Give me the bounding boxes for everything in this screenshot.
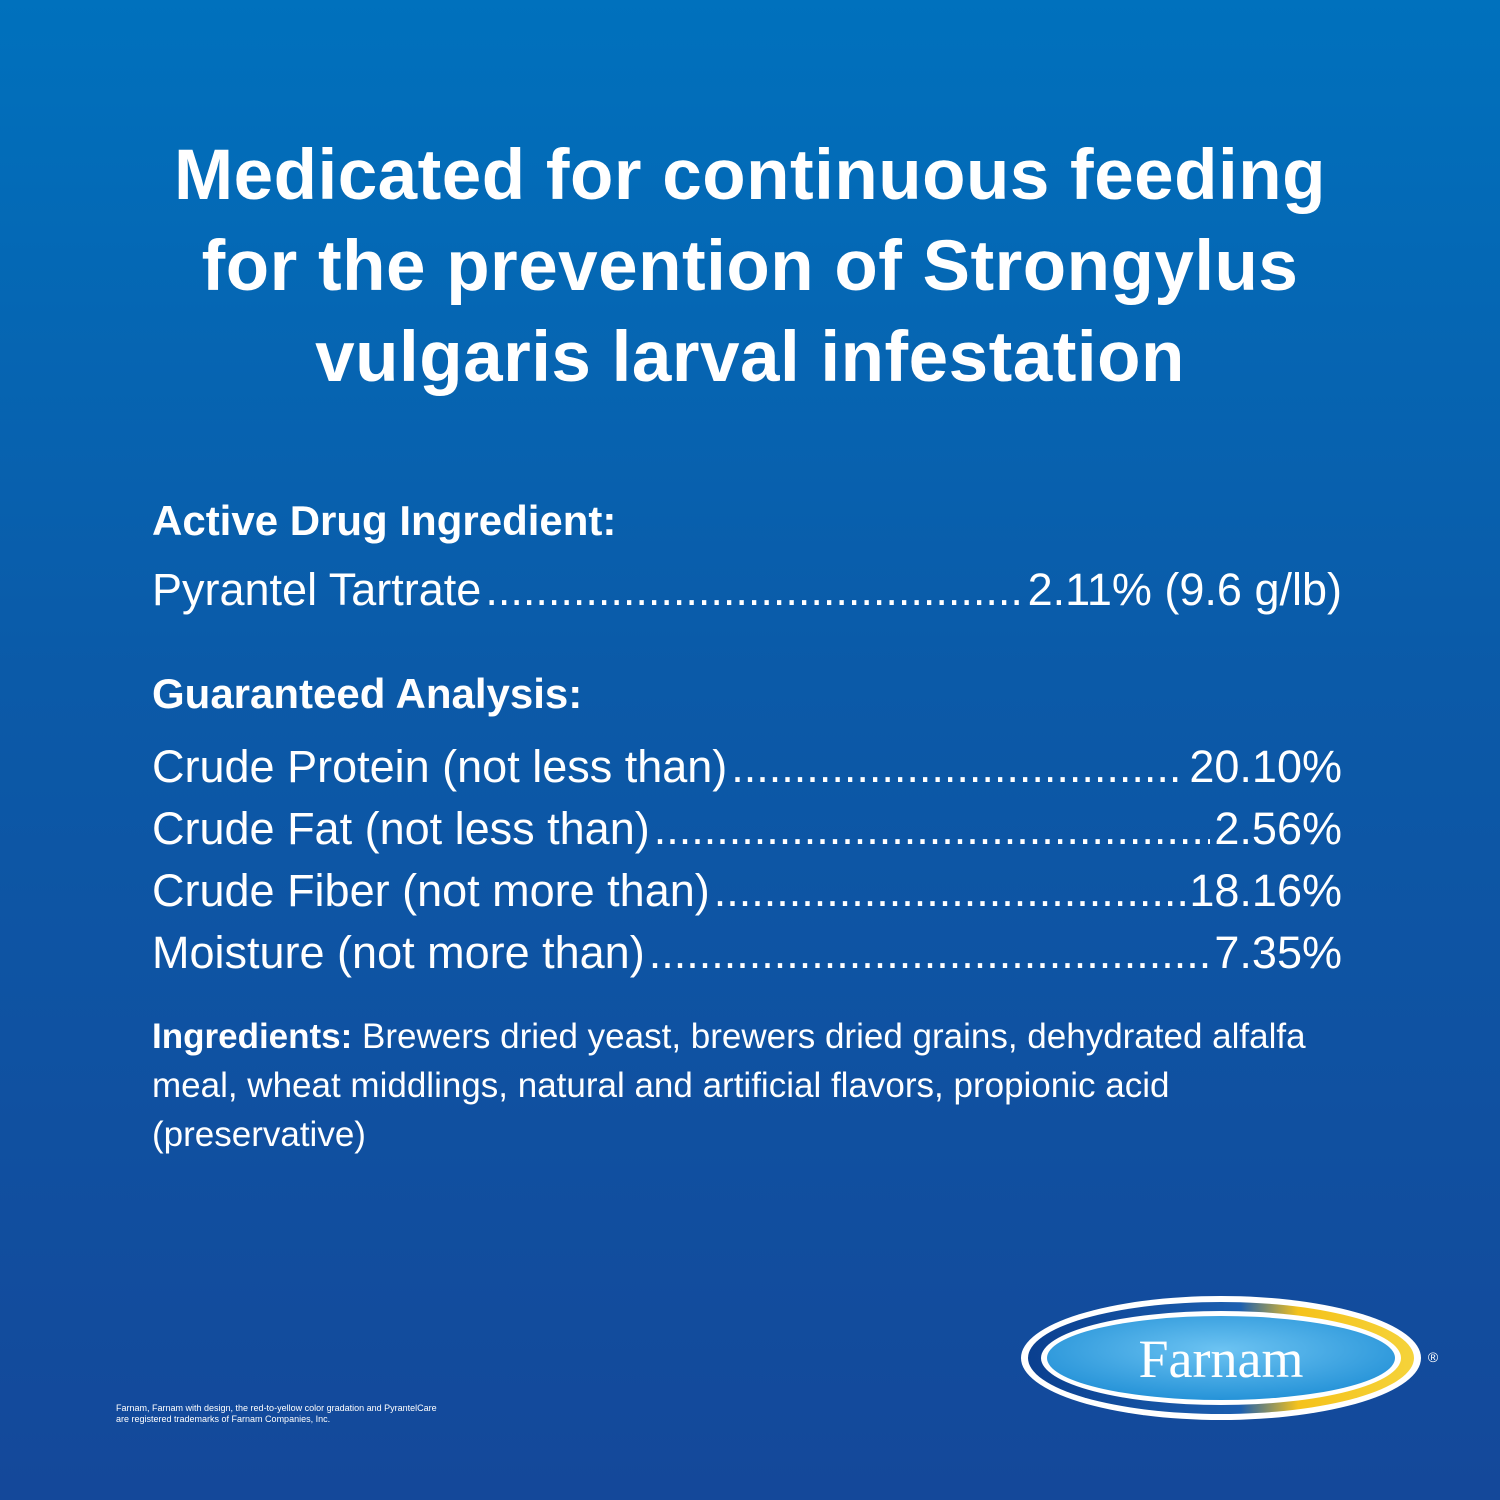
analysis-list: Crude Protein (not less than) 20.10% Cru… bbox=[152, 736, 1342, 984]
ingredients-paragraph: Ingredients: Brewers dried yeast, brewer… bbox=[152, 1012, 1352, 1159]
row-label: Moisture (not more than) bbox=[152, 927, 645, 978]
dot-leader bbox=[714, 860, 1186, 922]
headline: Medicated for continuous feeding for the… bbox=[80, 130, 1420, 403]
active-ingredient-section: Active Drug Ingredient: Pyrantel Tartrat… bbox=[152, 495, 1342, 621]
analysis-row: Crude Fiber (not more than) 18.16% bbox=[152, 860, 1342, 922]
ingredients-text: Brewers dried yeast, brewers dried grain… bbox=[152, 1017, 1306, 1154]
headline-line-1: Medicated for continuous feeding bbox=[173, 136, 1327, 215]
dot-leader bbox=[485, 559, 1023, 621]
guaranteed-analysis-section: Guaranteed Analysis: Crude Protein (not … bbox=[152, 668, 1342, 984]
registered-mark: ® bbox=[1428, 1349, 1439, 1365]
row-value: 2.56% bbox=[1214, 803, 1342, 854]
dot-leader bbox=[654, 798, 1211, 860]
row-value: 2.11% (9.6 g/lb) bbox=[1027, 564, 1342, 615]
logo-wordmark: Farnam bbox=[1139, 1329, 1304, 1389]
row-value: 18.16% bbox=[1189, 865, 1342, 916]
analysis-row: Crude Protein (not less than) 20.10% bbox=[152, 736, 1342, 798]
row-value: 20.10% bbox=[1189, 741, 1342, 792]
row-label: Pyrantel Tartrate bbox=[152, 564, 482, 615]
row-label: Crude Fiber (not more than) bbox=[152, 865, 710, 916]
analysis-row: Crude Fat (not less than) 2.56% bbox=[152, 798, 1342, 860]
trademark-notice: Farnam, Farnam with design, the red-to-y… bbox=[116, 1403, 536, 1425]
trademark-line-1: Farnam, Farnam with design, the red-to-y… bbox=[116, 1403, 437, 1413]
farnam-logo-graphic: Farnam ® bbox=[1021, 1296, 1439, 1420]
active-ingredient-title: Active Drug Ingredient: bbox=[152, 497, 617, 544]
dot-leader bbox=[649, 922, 1211, 984]
dot-leader bbox=[731, 736, 1185, 798]
row-label: Crude Fat (not less than) bbox=[152, 803, 650, 854]
headline-line-3: vulgaris larval infestation bbox=[315, 318, 1185, 397]
headline-line-2: for the prevention of Strongylus bbox=[201, 227, 1299, 306]
ingredients-label: Ingredients: bbox=[152, 1017, 353, 1056]
active-ingredient-row: Pyrantel Tartrate 2.11% (9.6 g/lb) bbox=[152, 559, 1342, 621]
row-label: Crude Protein (not less than) bbox=[152, 741, 728, 792]
analysis-row: Moisture (not more than) 7.35% bbox=[152, 922, 1342, 984]
trademark-line-2: are registered trademarks of Farnam Comp… bbox=[116, 1414, 331, 1424]
row-value: 7.35% bbox=[1214, 927, 1342, 978]
guaranteed-analysis-title: Guaranteed Analysis: bbox=[152, 670, 583, 717]
farnam-logo: Farnam ® bbox=[1015, 1290, 1445, 1430]
